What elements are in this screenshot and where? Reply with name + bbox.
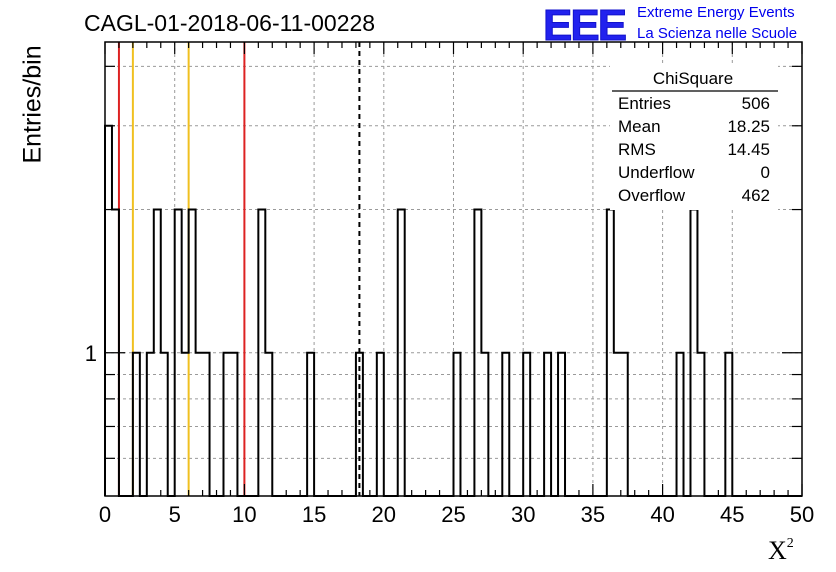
histogram-bin [189,210,196,496]
histogram-bin [607,210,614,496]
histogram-bin [147,353,154,496]
histogram-bin [154,210,161,496]
stats-box: ChiSquare Entries 506 Mean 18.25 RMS 14.45 Unde… [610,64,778,210]
stats-row-value: 506 [742,94,770,113]
histogram-bin [544,353,551,496]
stats-row-value: 462 [742,186,770,205]
stats-row-label: Overflow [618,186,686,205]
stats-row-value: 0 [761,163,770,182]
histogram-bin [725,353,732,496]
histogram-bin [502,353,509,496]
histogram-bin [105,126,112,496]
histogram-bin [203,353,210,496]
histogram-bin [196,353,203,496]
stats-box-title: ChiSquare [653,69,733,88]
x-tick-label: 15 [302,502,326,527]
histogram-bin [175,210,182,496]
histogram-bin [182,353,189,496]
stats-row-label: Entries [618,94,671,113]
x-tick-label: 30 [511,502,535,527]
x-tick-label: 40 [650,502,674,527]
histogram-bin [621,353,628,496]
histogram-bin [474,210,481,496]
x-tick-label: 45 [720,502,744,527]
histogram-bin [356,353,363,496]
x-tick-label: 20 [372,502,396,527]
stats-row-label: Underflow [618,163,695,182]
x-tick-label: 25 [441,502,465,527]
x-tick-label: 50 [790,502,814,527]
histogram-bin [677,353,684,496]
histogram-bin [558,353,565,496]
histogram-bin [523,353,530,496]
histogram-bin [690,210,697,496]
histogram-bin [258,210,265,496]
x-tick-label: 10 [232,502,256,527]
histogram-bin [230,353,237,496]
stats-row-value: 14.45 [727,140,770,159]
histogram-bin [133,353,140,496]
stats-row-value: 18.25 [727,117,770,136]
histogram-bin [377,353,384,496]
histogram-bin [398,210,405,496]
histogram-bin [307,353,314,496]
x-tick-label: 5 [169,502,181,527]
y-tick-label: 1 [85,341,97,366]
stats-row-label: RMS [618,140,656,159]
x-tick-label: 0 [99,502,111,527]
histogram-bin [614,353,621,496]
histogram-bin [223,353,230,496]
histogram-bin [161,353,168,496]
histogram-bin [697,353,704,496]
stats-row-label: Mean [618,117,661,136]
histogram-bin [265,353,272,496]
histogram-bin [481,353,488,496]
histogram-bin [454,353,461,496]
x-tick-label: 35 [581,502,605,527]
